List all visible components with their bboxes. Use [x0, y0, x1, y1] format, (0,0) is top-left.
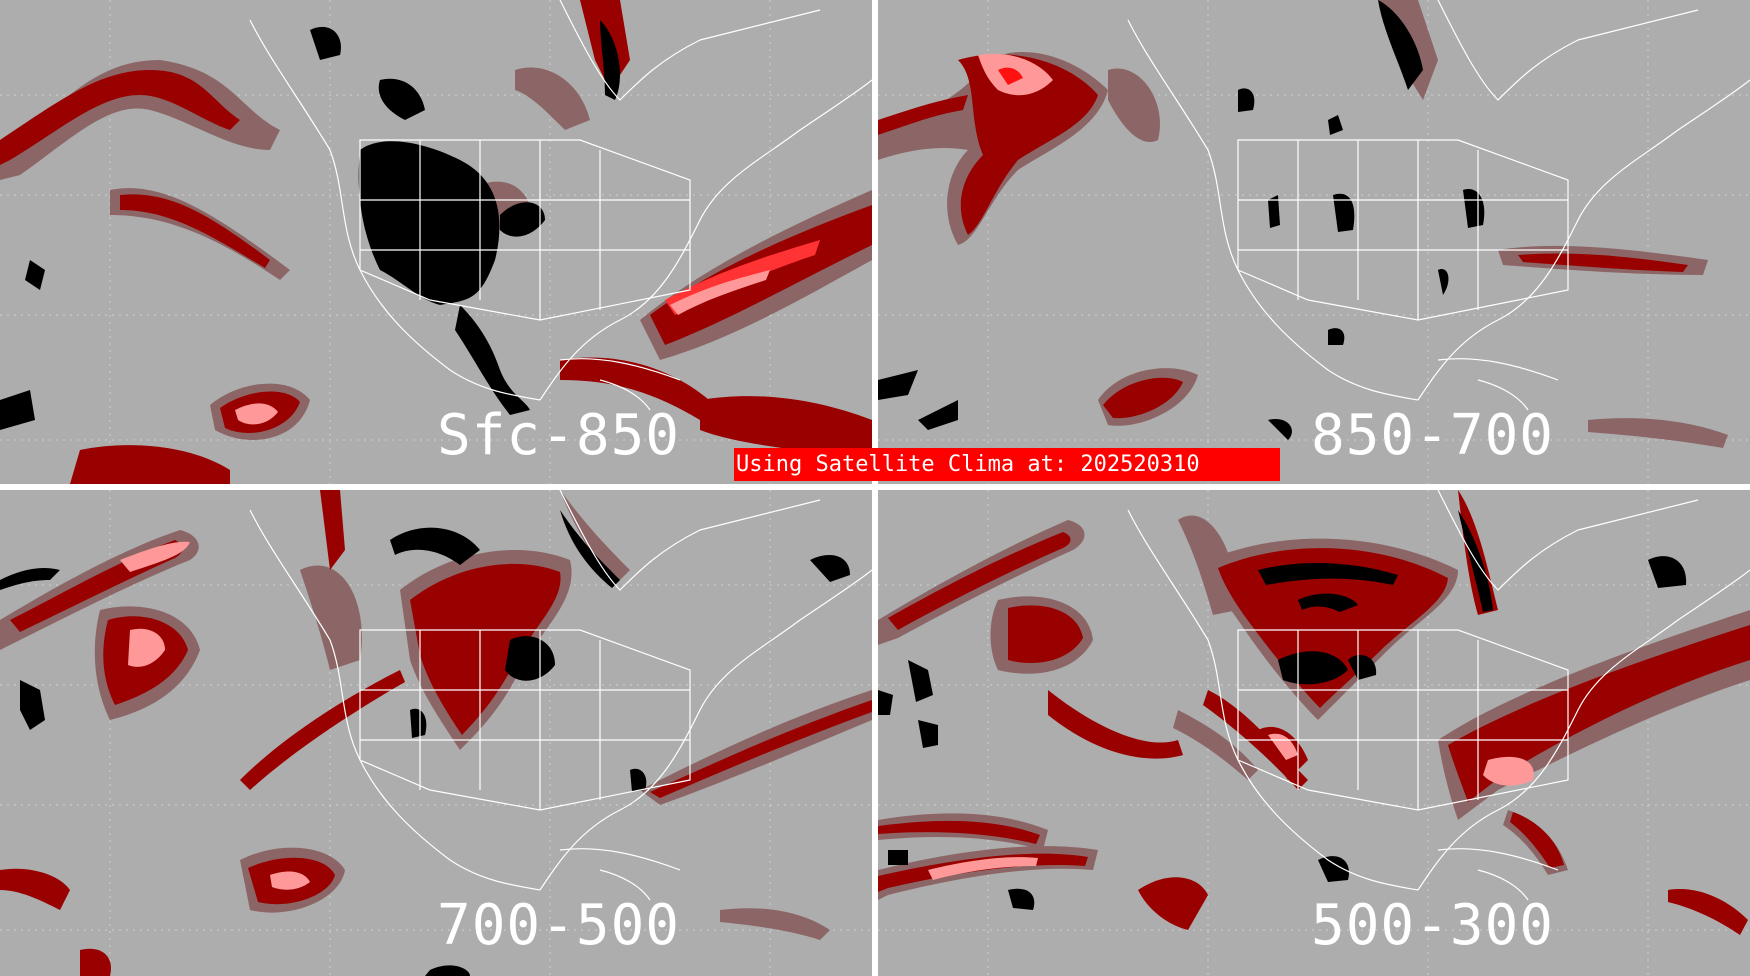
clear-sky-mask [878, 0, 1485, 440]
map-850-700 [878, 0, 1750, 484]
panel-label: 500-300 [1311, 893, 1555, 958]
panel-label: 850-700 [1311, 403, 1555, 468]
panel-sfc-850: Sfc-850 [0, 0, 872, 484]
coastlines-and-borders [1127, 0, 1750, 411]
satellite-clima-banner: Using Satellite Clima at: 202520310 [734, 448, 1280, 481]
cloud-field [878, 490, 1750, 935]
map-500-300 [878, 490, 1750, 976]
cloud-field [878, 0, 1728, 448]
map-sfc-850 [0, 0, 872, 484]
cloud-field [0, 490, 872, 976]
panel-label: Sfc-850 [437, 403, 681, 468]
map-700-500 [0, 490, 872, 976]
coastlines-and-borders [1127, 490, 1750, 901]
panel-label: 700-500 [437, 893, 681, 958]
coastlines-and-borders [249, 490, 872, 901]
clear-sky-mask [0, 20, 620, 430]
panel-850-700: 850-700 [878, 0, 1750, 484]
clear-sky-mask [0, 510, 850, 976]
panel-500-300: 500-300 [878, 490, 1750, 976]
cloud-field [0, 0, 872, 484]
panel-700-500: 700-500 [0, 490, 872, 976]
coastlines-and-borders [249, 0, 872, 411]
